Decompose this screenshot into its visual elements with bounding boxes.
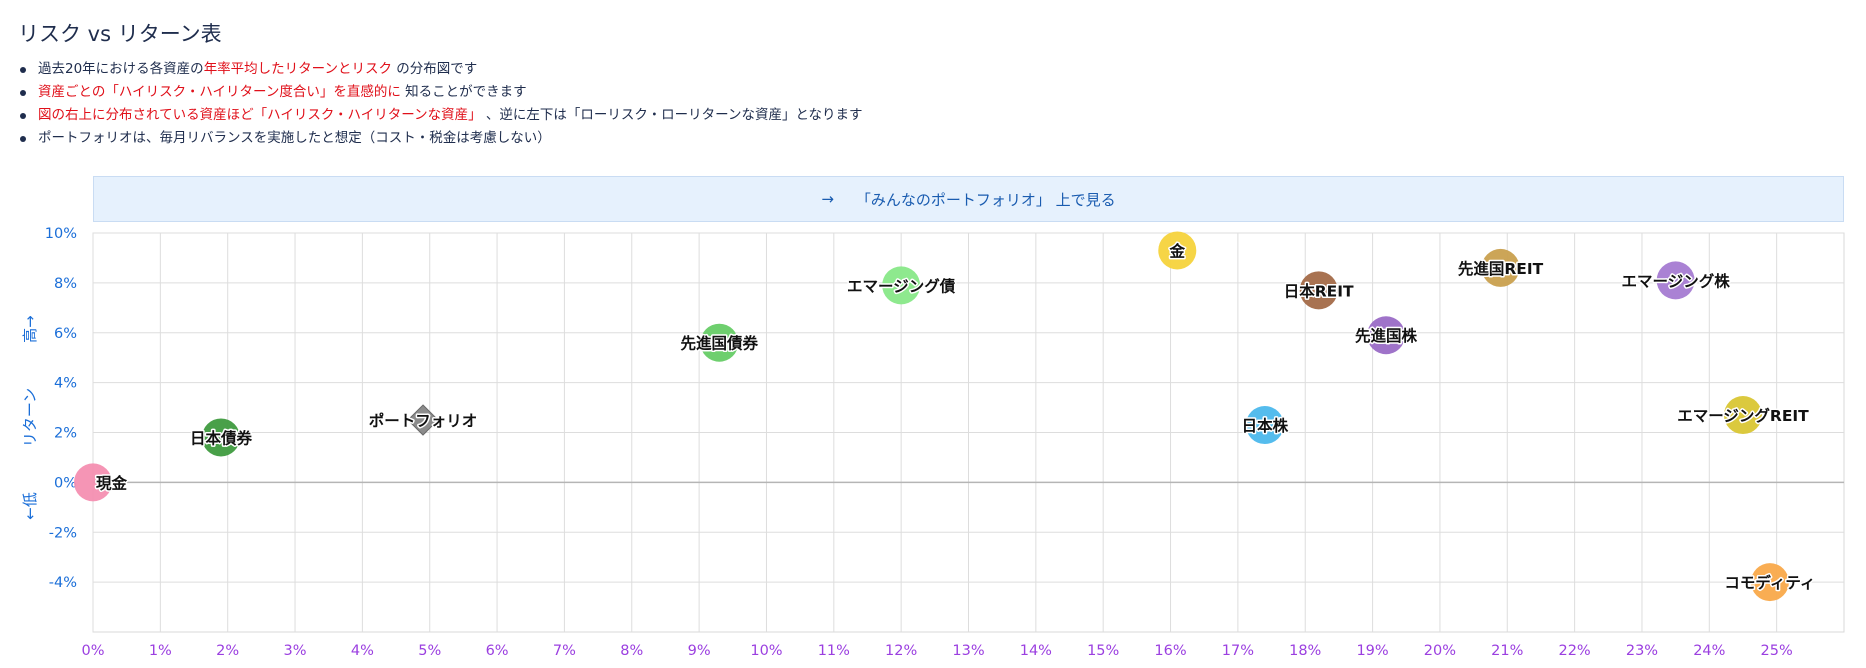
y-axis-label-high: 高→ [21, 315, 39, 343]
x-tick-label: 17% [1222, 643, 1254, 659]
view-in-portfolio-label: 「みんなのポートフォリオ」 上で見る [855, 190, 1116, 209]
data-point [1158, 231, 1197, 270]
data-point [1245, 406, 1284, 445]
data-label: 日本REIT [1284, 281, 1354, 300]
data-point [882, 266, 921, 305]
x-tick-label: 21% [1491, 643, 1523, 659]
x-tick-label: 15% [1087, 643, 1119, 659]
x-tick-label: 23% [1626, 643, 1658, 659]
data-label-halo: 先進国債券 [681, 334, 759, 353]
y-tick-label: 4% [54, 376, 77, 392]
data-point [201, 418, 240, 457]
note-item: ポートフォリオは、毎月リバランスを実施したと想定（コスト・税金は考慮しない） [18, 127, 863, 150]
data-point [74, 463, 112, 502]
arrow-right-icon: → [821, 190, 834, 208]
data-point [1750, 563, 1789, 602]
y-tick-label: -4% [49, 575, 77, 591]
x-tick-label: 18% [1289, 643, 1321, 659]
x-tick-label: 8% [620, 643, 643, 659]
data-label: 先進国株 [1355, 326, 1418, 345]
x-tick-label: 6% [486, 643, 509, 659]
data-label-halo: 日本株 [1242, 416, 1289, 435]
y-tick-label: 0% [54, 475, 77, 491]
data-label-halo: エマージング債 [847, 276, 956, 295]
y-axis-label-main: リターン [21, 343, 39, 447]
data-label-halo: コモディティ [1724, 573, 1815, 592]
data-label: 金 [1169, 241, 1186, 260]
data-label: 日本株 [1242, 416, 1289, 435]
x-tick-label: 7% [553, 643, 576, 659]
view-in-portfolio-link[interactable]: → 「みんなのポートフォリオ」 上で見る [93, 176, 1844, 222]
data-label-halo: ポートフォリオ [369, 411, 478, 430]
data-point [1656, 261, 1695, 300]
x-tick-label: 19% [1356, 643, 1388, 659]
y-axis-label-low: ←低 [21, 447, 39, 520]
x-tick-label: 9% [688, 643, 711, 659]
x-tick-label: 20% [1424, 643, 1456, 659]
data-label: ポートフォリオ [369, 411, 478, 430]
data-label: 先進国REIT [1458, 259, 1544, 278]
x-tick-label: 1% [149, 643, 172, 659]
y-tick-label: 2% [54, 426, 77, 442]
x-tick-label: 24% [1693, 643, 1725, 659]
data-label-halo: 日本REIT [1284, 281, 1354, 300]
data-label-halo: 先進国株 [1355, 326, 1418, 345]
data-point [1367, 316, 1406, 355]
y-tick-label: -2% [49, 525, 77, 541]
y-tick-label: 10% [45, 226, 77, 242]
y-tick-label: 6% [54, 326, 77, 342]
x-tick-label: 10% [750, 643, 782, 659]
data-point [407, 404, 439, 436]
data-label-halo: 現金 [96, 473, 128, 492]
data-label-halo: 先進国REIT [1458, 259, 1544, 278]
data-label-halo: エマージングREIT [1677, 406, 1809, 425]
x-tick-label: 14% [1020, 643, 1052, 659]
x-tick-label: 25% [1761, 643, 1793, 659]
x-tick-label: 13% [952, 643, 984, 659]
data-point [1299, 271, 1338, 310]
note-item: 過去20年における各資産の年率平均したリターンとリスク の分布図です [18, 58, 863, 81]
data-label: 現金 [96, 473, 128, 492]
note-item: 資産ごとの「ハイリスク・ハイリターン度合い」を直感的に 知ることができます [18, 81, 863, 104]
y-axis-label: ←低 リターン 高→ [21, 315, 39, 519]
data-label-halo: エマージング株 [1622, 271, 1731, 290]
data-label-halo: 日本債券 [190, 428, 253, 447]
x-tick-label: 22% [1558, 643, 1590, 659]
x-tick-label: 4% [351, 643, 374, 659]
data-label: エマージング債 [847, 276, 956, 295]
y-tick-label: 8% [54, 276, 77, 292]
x-tick-label: 0% [81, 643, 104, 659]
x-tick-label: 12% [885, 643, 917, 659]
data-label: コモディティ [1724, 573, 1815, 592]
data-label: 日本債券 [190, 428, 253, 447]
data-label-halo: 金 [1169, 241, 1186, 260]
x-tick-label: 16% [1154, 643, 1186, 659]
x-tick-label: 5% [418, 643, 441, 659]
note-item: 図の右上に分布されている資産ほど「ハイリスク・ハイリターンな資産」 、逆に左下は… [18, 104, 863, 127]
notes-list: 過去20年における各資産の年率平均したリターンとリスク の分布図です 資産ごとの… [18, 58, 863, 150]
data-point [1723, 396, 1762, 435]
data-point [1481, 248, 1520, 287]
data-label: エマージングREIT [1677, 406, 1809, 425]
data-label: エマージング株 [1622, 271, 1731, 290]
page-title: リスク vs リターン表 [18, 22, 222, 46]
x-tick-label: 3% [284, 643, 307, 659]
data-point [700, 323, 739, 362]
x-tick-label: 11% [818, 643, 850, 659]
x-tick-label: 2% [216, 643, 239, 659]
data-label: 先進国債券 [681, 334, 759, 353]
